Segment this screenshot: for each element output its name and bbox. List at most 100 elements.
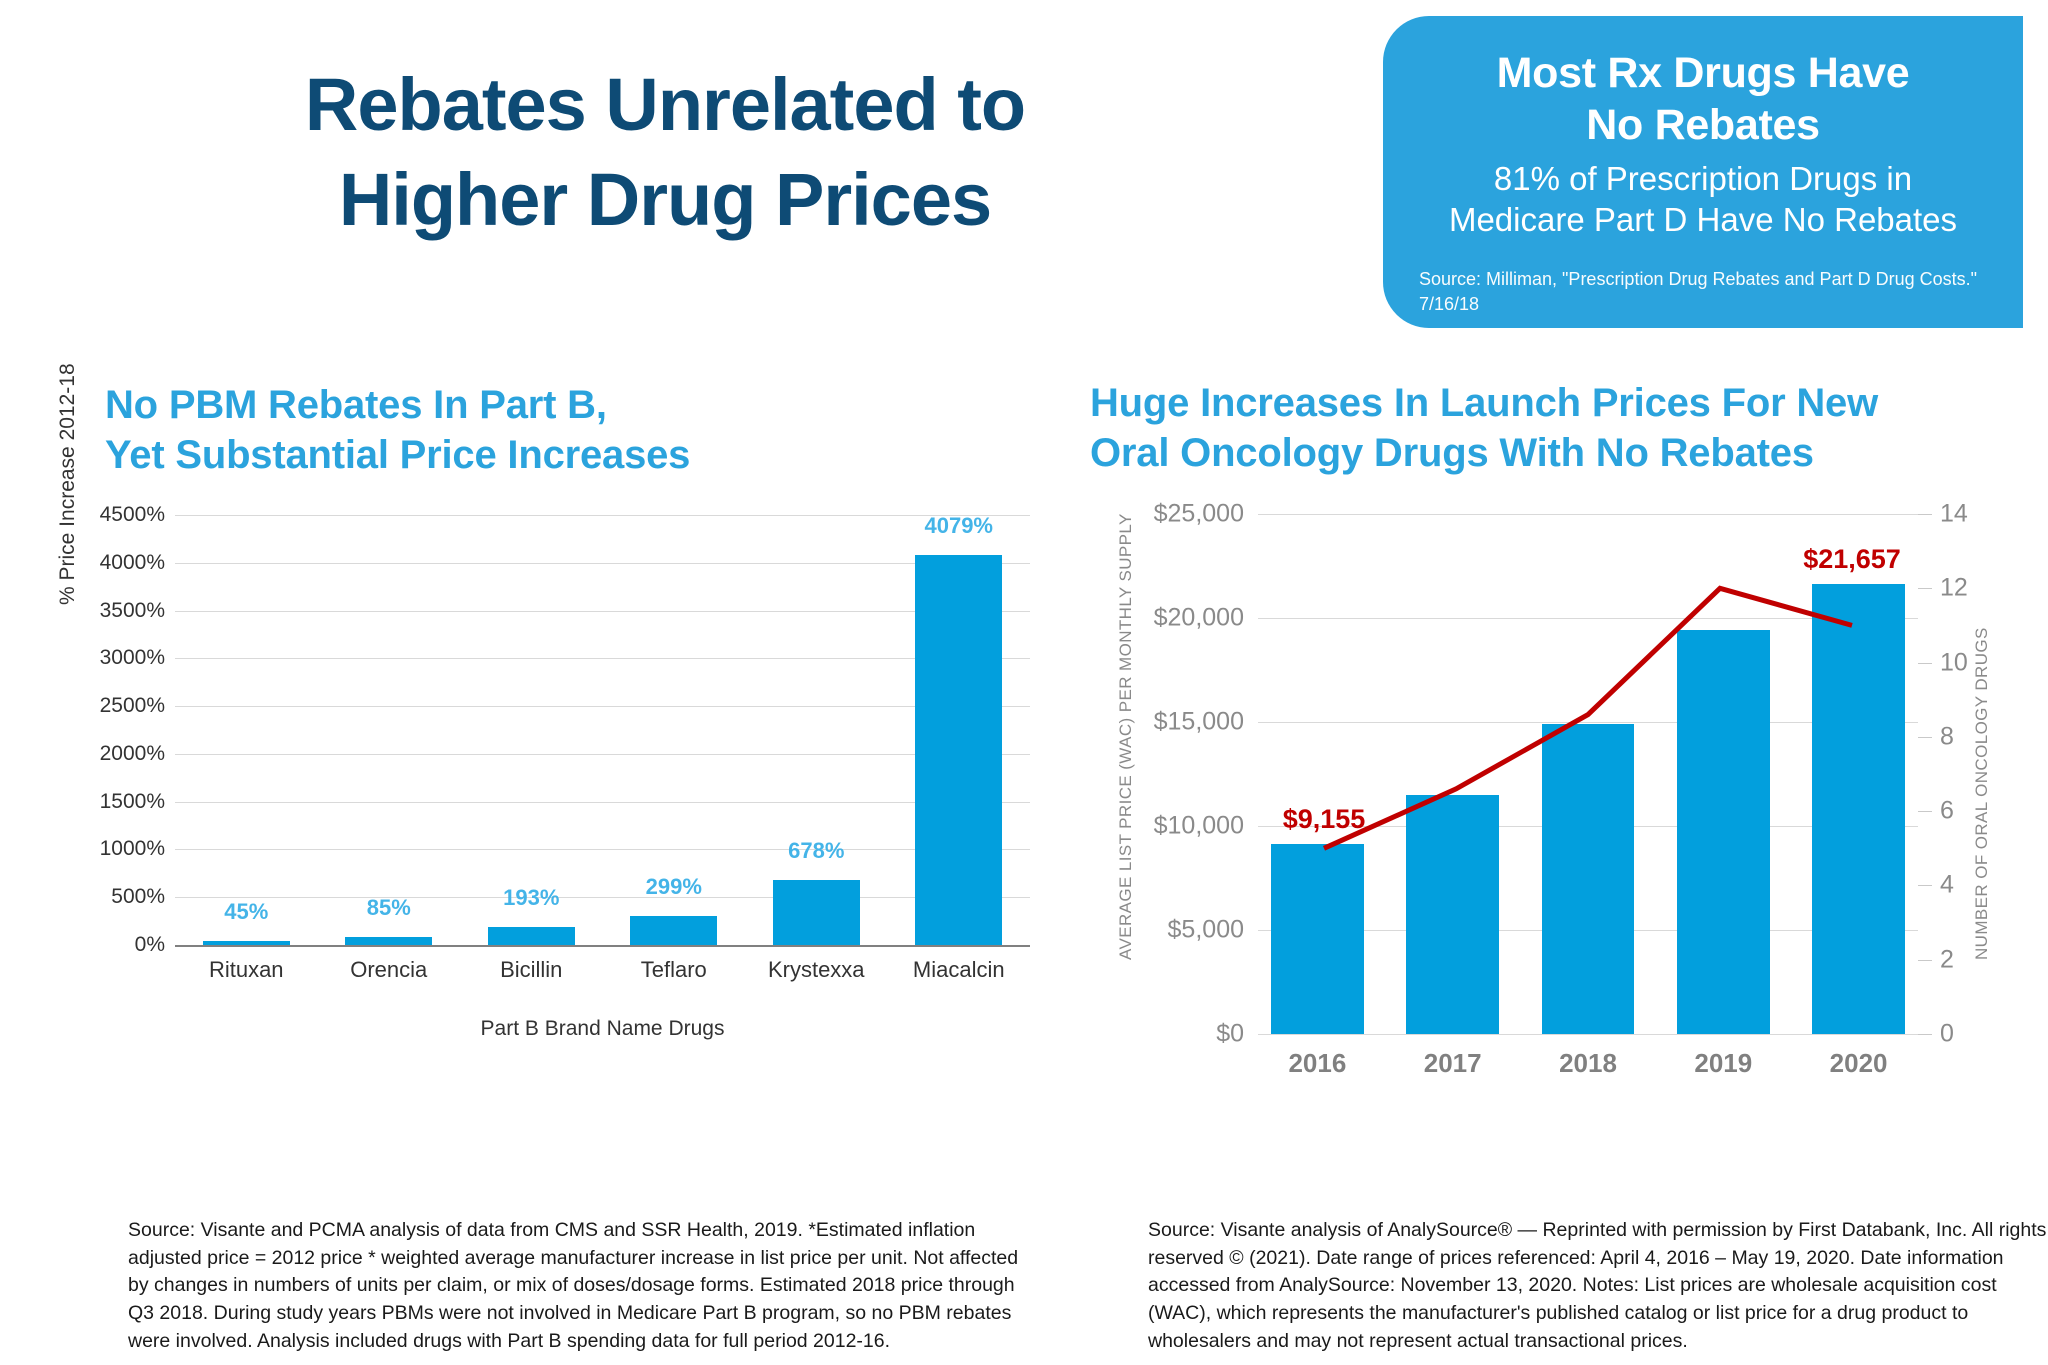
left-chart-y-tick: 3500% (99, 598, 165, 622)
right-chart-bar-group[interactable] (1529, 514, 1648, 1034)
left-chart-bar-label: 4079% (924, 513, 993, 539)
right-chart-y2-tick-mark (1918, 588, 1932, 590)
page-title-line-1: Rebates Unrelated to (304, 63, 1026, 146)
left-chart-heading: No PBM Rebates In Part B, Yet Substantia… (105, 380, 905, 480)
right-chart-x-categories: 2016 2017 2018 2019 2020 (1258, 1048, 1918, 1079)
left-chart-gridline (175, 801, 1030, 803)
left-chart-bar-group[interactable]: 4079% (898, 513, 1019, 945)
right-chart-y2-tick: 2 (1940, 945, 1954, 974)
left-chart-bar-group[interactable]: 45% (186, 515, 307, 945)
right-chart-category-label: 2016 (1288, 1048, 1347, 1078)
left-chart-bar[interactable] (345, 936, 433, 945)
left-chart-gridline (175, 945, 1030, 947)
chart-oral-oncology-launch-prices: AVERAGE LIST PRICE (WAC) PER MONTHLY SUP… (1116, 500, 2020, 1080)
left-chart-y-tick: 4000% (99, 550, 165, 574)
right-chart-y2-tick: 0 (1940, 1019, 1954, 1048)
left-chart-footnote: Source: Visante and PCMA analysis of dat… (128, 1219, 1019, 1352)
right-chart-bar-group[interactable] (1664, 514, 1783, 1034)
right-chart-trend-line (1322, 585, 1853, 851)
left-chart-bar-group[interactable]: 193% (471, 515, 592, 945)
right-chart-line-series (1322, 585, 1853, 851)
right-chart-gridline (1258, 514, 1918, 515)
right-chart-y2-tick-mark (1918, 811, 1932, 813)
left-chart-category-label: Krystexxa (767, 957, 865, 982)
right-chart-y2-tick: 12 (1940, 573, 1968, 602)
left-chart-bar-label: 45% (224, 898, 269, 924)
left-chart-y-tick: 1000% (99, 837, 165, 861)
right-chart-bar[interactable] (1271, 843, 1364, 1034)
left-chart-bar-label: 299% (645, 874, 702, 900)
right-chart-y2-tick: 8 (1940, 722, 1954, 751)
left-chart-y-tick: 500% (111, 885, 165, 909)
right-chart-y2-tick: 14 (1940, 499, 1968, 528)
right-chart-gridline (1258, 1034, 1918, 1035)
right-chart-y-tick: $0 (1216, 1019, 1244, 1048)
left-chart-bar-group[interactable]: 678% (756, 515, 877, 945)
left-chart-bar-label: 85% (366, 894, 411, 920)
right-chart-bars (1258, 514, 1918, 1034)
left-chart-bar[interactable] (487, 926, 575, 945)
right-chart-bar[interactable] (1676, 630, 1770, 1034)
right-chart-y2-tick-mark (1918, 1034, 1932, 1035)
callout-heading: Most Rx Drugs Have No Rebates (1419, 48, 1987, 151)
right-chart-plot-area: $0 $5,000 $10,000 $15,000 $20,000 $25,000 0 2 4 6… (1154, 500, 1968, 1048)
right-chart-y-tick: $15,000 (1153, 707, 1244, 736)
callout-heading-line-1: Most Rx Drugs Have (1496, 49, 1910, 97)
right-chart-bar[interactable] (1406, 794, 1500, 1034)
right-chart-y-tick: $20,000 (1153, 603, 1244, 632)
right-chart-bar-group[interactable] (1258, 514, 1377, 1034)
left-chart-bar[interactable] (772, 880, 860, 945)
left-chart-gridline (175, 706, 1030, 708)
left-chart-gridline (175, 515, 1030, 516)
right-chart-bar-group[interactable] (1393, 514, 1512, 1034)
right-chart-y2-tick-mark (1918, 736, 1932, 738)
right-chart-heading-line-2: Oral Oncology Drugs With No Rebates (1090, 431, 1814, 475)
left-chart-bars: 45% 85% 193% 299% 678% 4079% (175, 513, 1030, 945)
left-chart-bar-group[interactable]: 85% (328, 515, 449, 945)
right-chart-category-label: 2020 (1829, 1048, 1888, 1078)
left-chart-category-label: Orencia (350, 957, 428, 982)
left-chart-y-tick: 1500% (99, 789, 165, 813)
right-chart-y-tick: $25,000 (1153, 499, 1244, 528)
left-chart-y-tick: 2000% (99, 741, 165, 765)
left-chart-bar-group[interactable]: 299% (613, 515, 734, 945)
left-chart-plot-area: 0% 500% 1000% 1500% 2000% 2500% 3000% 3500% 4000… (100, 503, 1030, 956)
left-chart-y-tick: 2500% (99, 694, 165, 718)
callout-subtext: 81% of Prescription Drugs in Medicare Pa… (1419, 159, 1987, 241)
left-chart-gridline (175, 658, 1030, 660)
right-chart-value-annotation: $21,657 (1803, 543, 1901, 574)
right-chart-y2-tick: 6 (1940, 796, 1954, 825)
left-chart-bar[interactable] (915, 555, 1003, 945)
chart-part-b-price-increase: % Price Increase 2012-18 0% 500% 1000% 1500… (56, 363, 1060, 1095)
right-chart-y2-tick: 10 (1940, 648, 1968, 677)
right-chart-y-tick: $5,000 (1167, 915, 1244, 944)
right-chart-bar-group[interactable] (1799, 514, 1918, 1034)
right-chart-y2-tick: 4 (1940, 870, 1954, 899)
right-chart-heading-line-1: Huge Increases In Launch Prices For New (1090, 381, 1879, 425)
right-chart-y2-tick-mark (1918, 885, 1932, 887)
callout-heading-line-2: No Rebates (1586, 100, 1820, 149)
left-chart-heading-line-2: Yet Substantial Price Increases (105, 433, 691, 477)
left-chart-x-axis-title: Part B Brand Name Drugs (480, 1017, 725, 1040)
left-chart-bar[interactable] (202, 940, 290, 945)
left-chart-bar[interactable] (630, 916, 718, 945)
right-chart-y2-tick-mark (1918, 959, 1932, 961)
left-chart-category-label: Bicillin (500, 957, 563, 982)
callout-subtext-line-2: Medicare Part D Have No Rebates (1448, 201, 1958, 239)
right-chart-gridline (1258, 618, 1918, 619)
left-chart-x-categories: Rituxan Orencia Bicillin Teflaro Krystexxa Mi… (175, 957, 1030, 983)
right-chart-footnote: Source: Visante analysis of AnalySource®… (1148, 1219, 2047, 1352)
right-chart-y2-tick-mark (1918, 662, 1932, 664)
left-chart-gridline (175, 753, 1030, 755)
left-chart-y-tick: 0% (134, 933, 165, 956)
left-chart-category-label: Rituxan (208, 957, 284, 982)
left-chart-category-label: Miacalcin (912, 957, 1005, 982)
right-chart-bar[interactable] (1812, 583, 1905, 1034)
callout-source: Source: Milliman, "Prescription Drug Reb… (1419, 269, 1977, 315)
page-title-line-2: Higher Drug Prices (338, 157, 992, 241)
left-chart-gridline (175, 610, 1030, 612)
right-chart-gridline (1258, 722, 1918, 723)
right-chart-bar[interactable] (1541, 724, 1635, 1034)
right-chart-y-tick: $10,000 (1153, 811, 1244, 840)
